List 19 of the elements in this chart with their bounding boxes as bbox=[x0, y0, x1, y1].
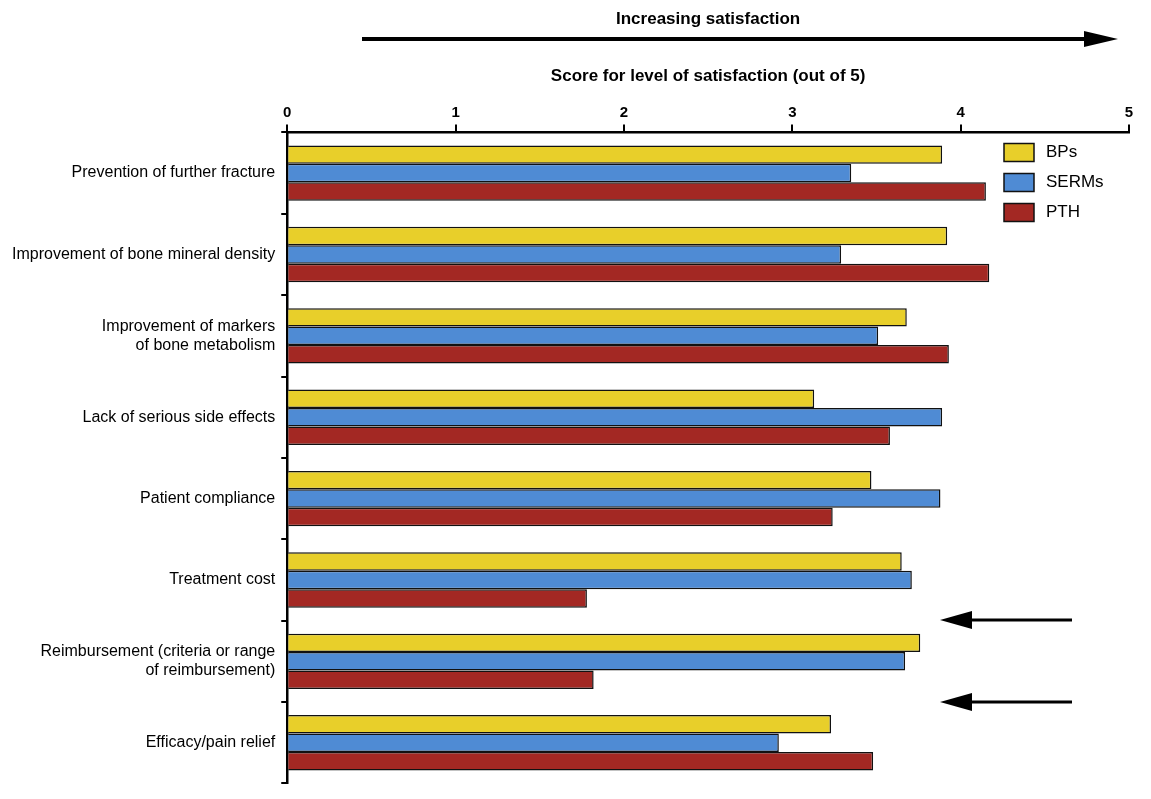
y-tick-label: Prevention of further fracture bbox=[71, 163, 276, 181]
y-tick-label: Lack of serious side effects bbox=[82, 407, 276, 425]
x-tick-label: 4 bbox=[956, 102, 966, 120]
x-tick-label: 3 bbox=[788, 102, 797, 120]
y-tick-label: Treatment cost bbox=[169, 570, 276, 588]
text: Increasing satisfaction bbox=[616, 9, 801, 28]
x-tick-label: 0 bbox=[283, 102, 292, 120]
x-axis-title: Score for level of satisfaction (out of 5) bbox=[550, 65, 866, 85]
legend-label: SERMs bbox=[1046, 172, 1104, 192]
y-tick-label: Improvement of markers of bone metabolism bbox=[101, 316, 276, 353]
y-tick-label: Efficacy/pain relief bbox=[145, 733, 276, 751]
y-tick-label: Improvement of bone mineral density bbox=[11, 244, 276, 262]
x-tick-label: 2 bbox=[619, 102, 629, 120]
x-tick-label: 1 bbox=[451, 102, 460, 120]
legend-label: PTH bbox=[1046, 202, 1080, 222]
y-tick-label: Patient compliance bbox=[140, 488, 276, 506]
y-tick-label: Reimbursement (criteria or range of reimbursement) bbox=[40, 642, 276, 679]
legend-label: BPs bbox=[1046, 142, 1078, 162]
x-tick-label: 5 bbox=[1124, 102, 1134, 120]
